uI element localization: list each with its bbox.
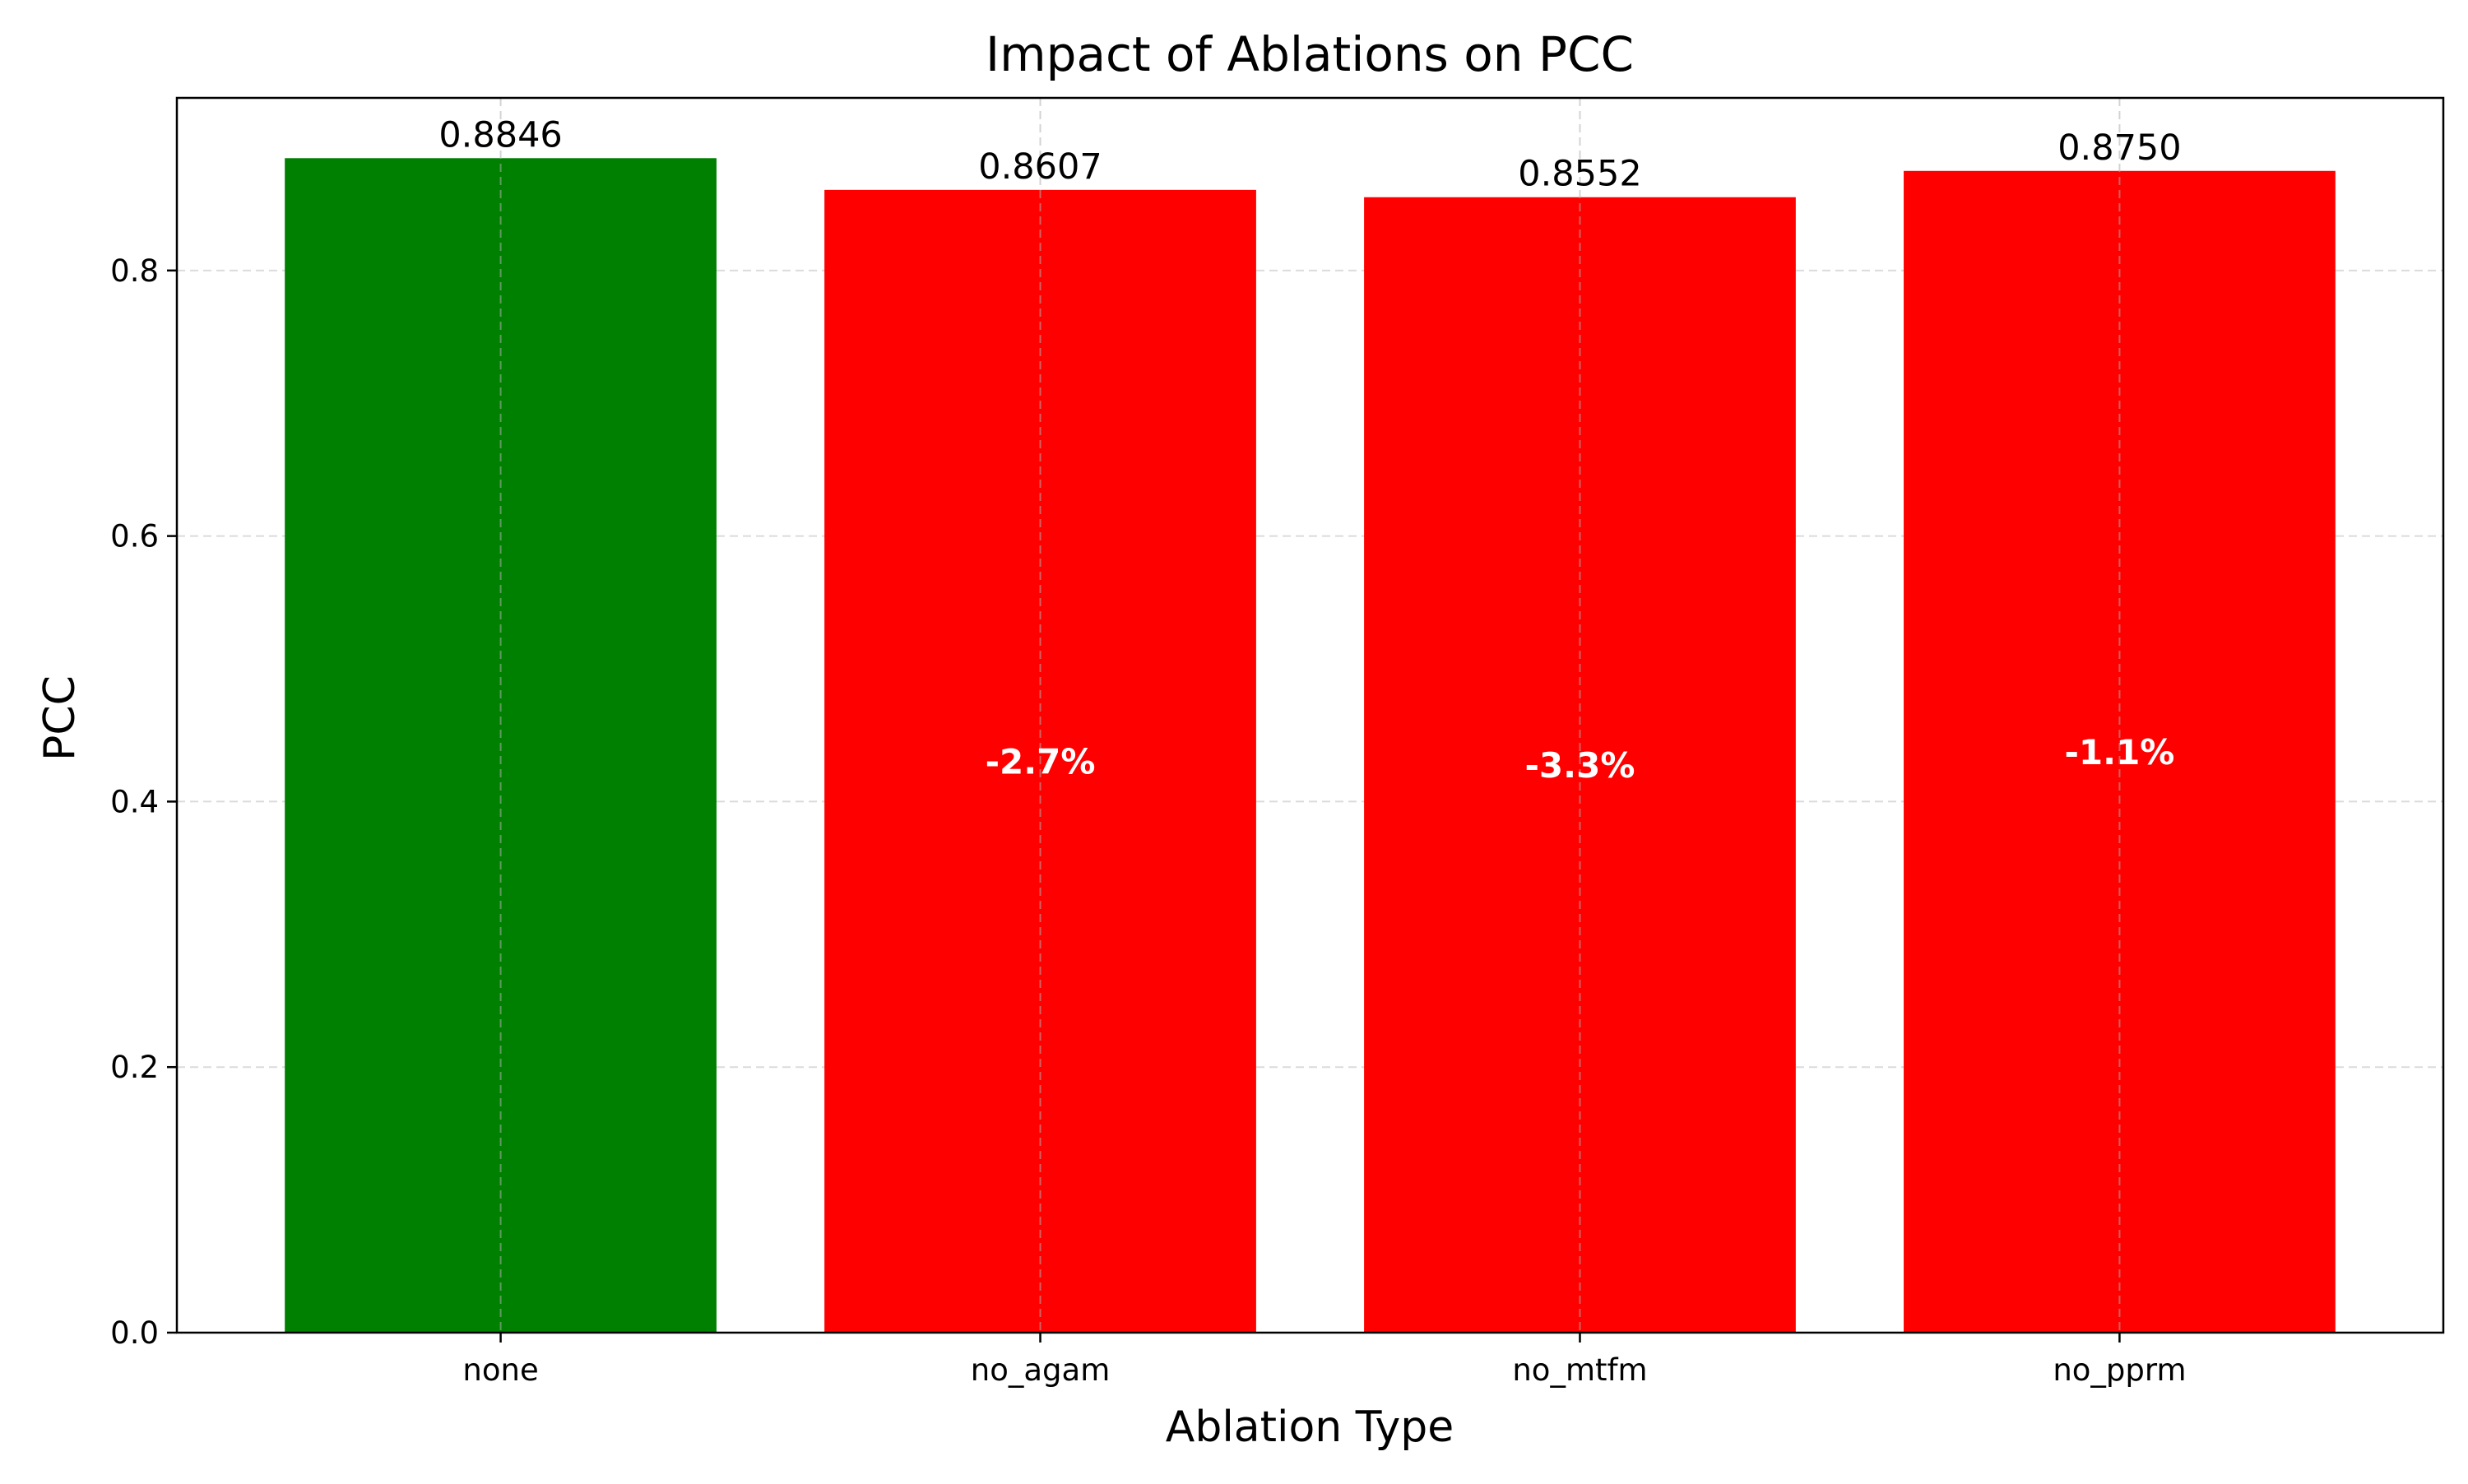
y-tick-label: 0.4 <box>110 784 159 819</box>
x-tick-label-none: none <box>462 1352 538 1388</box>
y-tick-label: 0.6 <box>110 519 159 554</box>
data-labels: 0.8846 0.8607 -2.7% 0.8552 -3.3% 0.8750 -1.1% <box>438 114 2181 786</box>
x-tick-label-no_agam: no_agam <box>971 1352 1110 1388</box>
value-label-no_pprm: 0.8750 <box>2057 128 2181 169</box>
y-axis-label: PCC <box>35 675 85 761</box>
plot-frame <box>175 96 2445 1334</box>
x-tick-label-no_mtfm: no_mtfm <box>1512 1352 1647 1388</box>
y-tick-label: 0.0 <box>110 1315 159 1351</box>
value-label-no_mtfm: 0.8552 <box>1518 154 1641 195</box>
x-axis-ticks: none no_agam no_mtfm no_pprm <box>462 1333 2187 1388</box>
x-axis-label: Ablation Type <box>1166 1403 1454 1452</box>
y-tick-label: 0.2 <box>110 1050 159 1085</box>
vertical-grid-lines <box>499 98 2121 1333</box>
y-axis-ticks: 0.0 0.2 0.4 0.6 0.8 <box>110 253 177 1351</box>
value-label-no_agam: 0.8607 <box>978 146 1102 188</box>
y-tick-label: 0.8 <box>110 253 159 289</box>
change-label-no_mtfm: -3.3% <box>1525 745 1635 786</box>
change-label-no_pprm: -1.1% <box>2064 732 2174 772</box>
chart-title: Impact of Ablations on PCC <box>986 26 1634 82</box>
value-label-none: 0.8846 <box>438 114 562 155</box>
change-label-no_agam: -2.7% <box>986 741 1096 781</box>
x-tick-label-no_pprm: no_pprm <box>2053 1352 2186 1388</box>
